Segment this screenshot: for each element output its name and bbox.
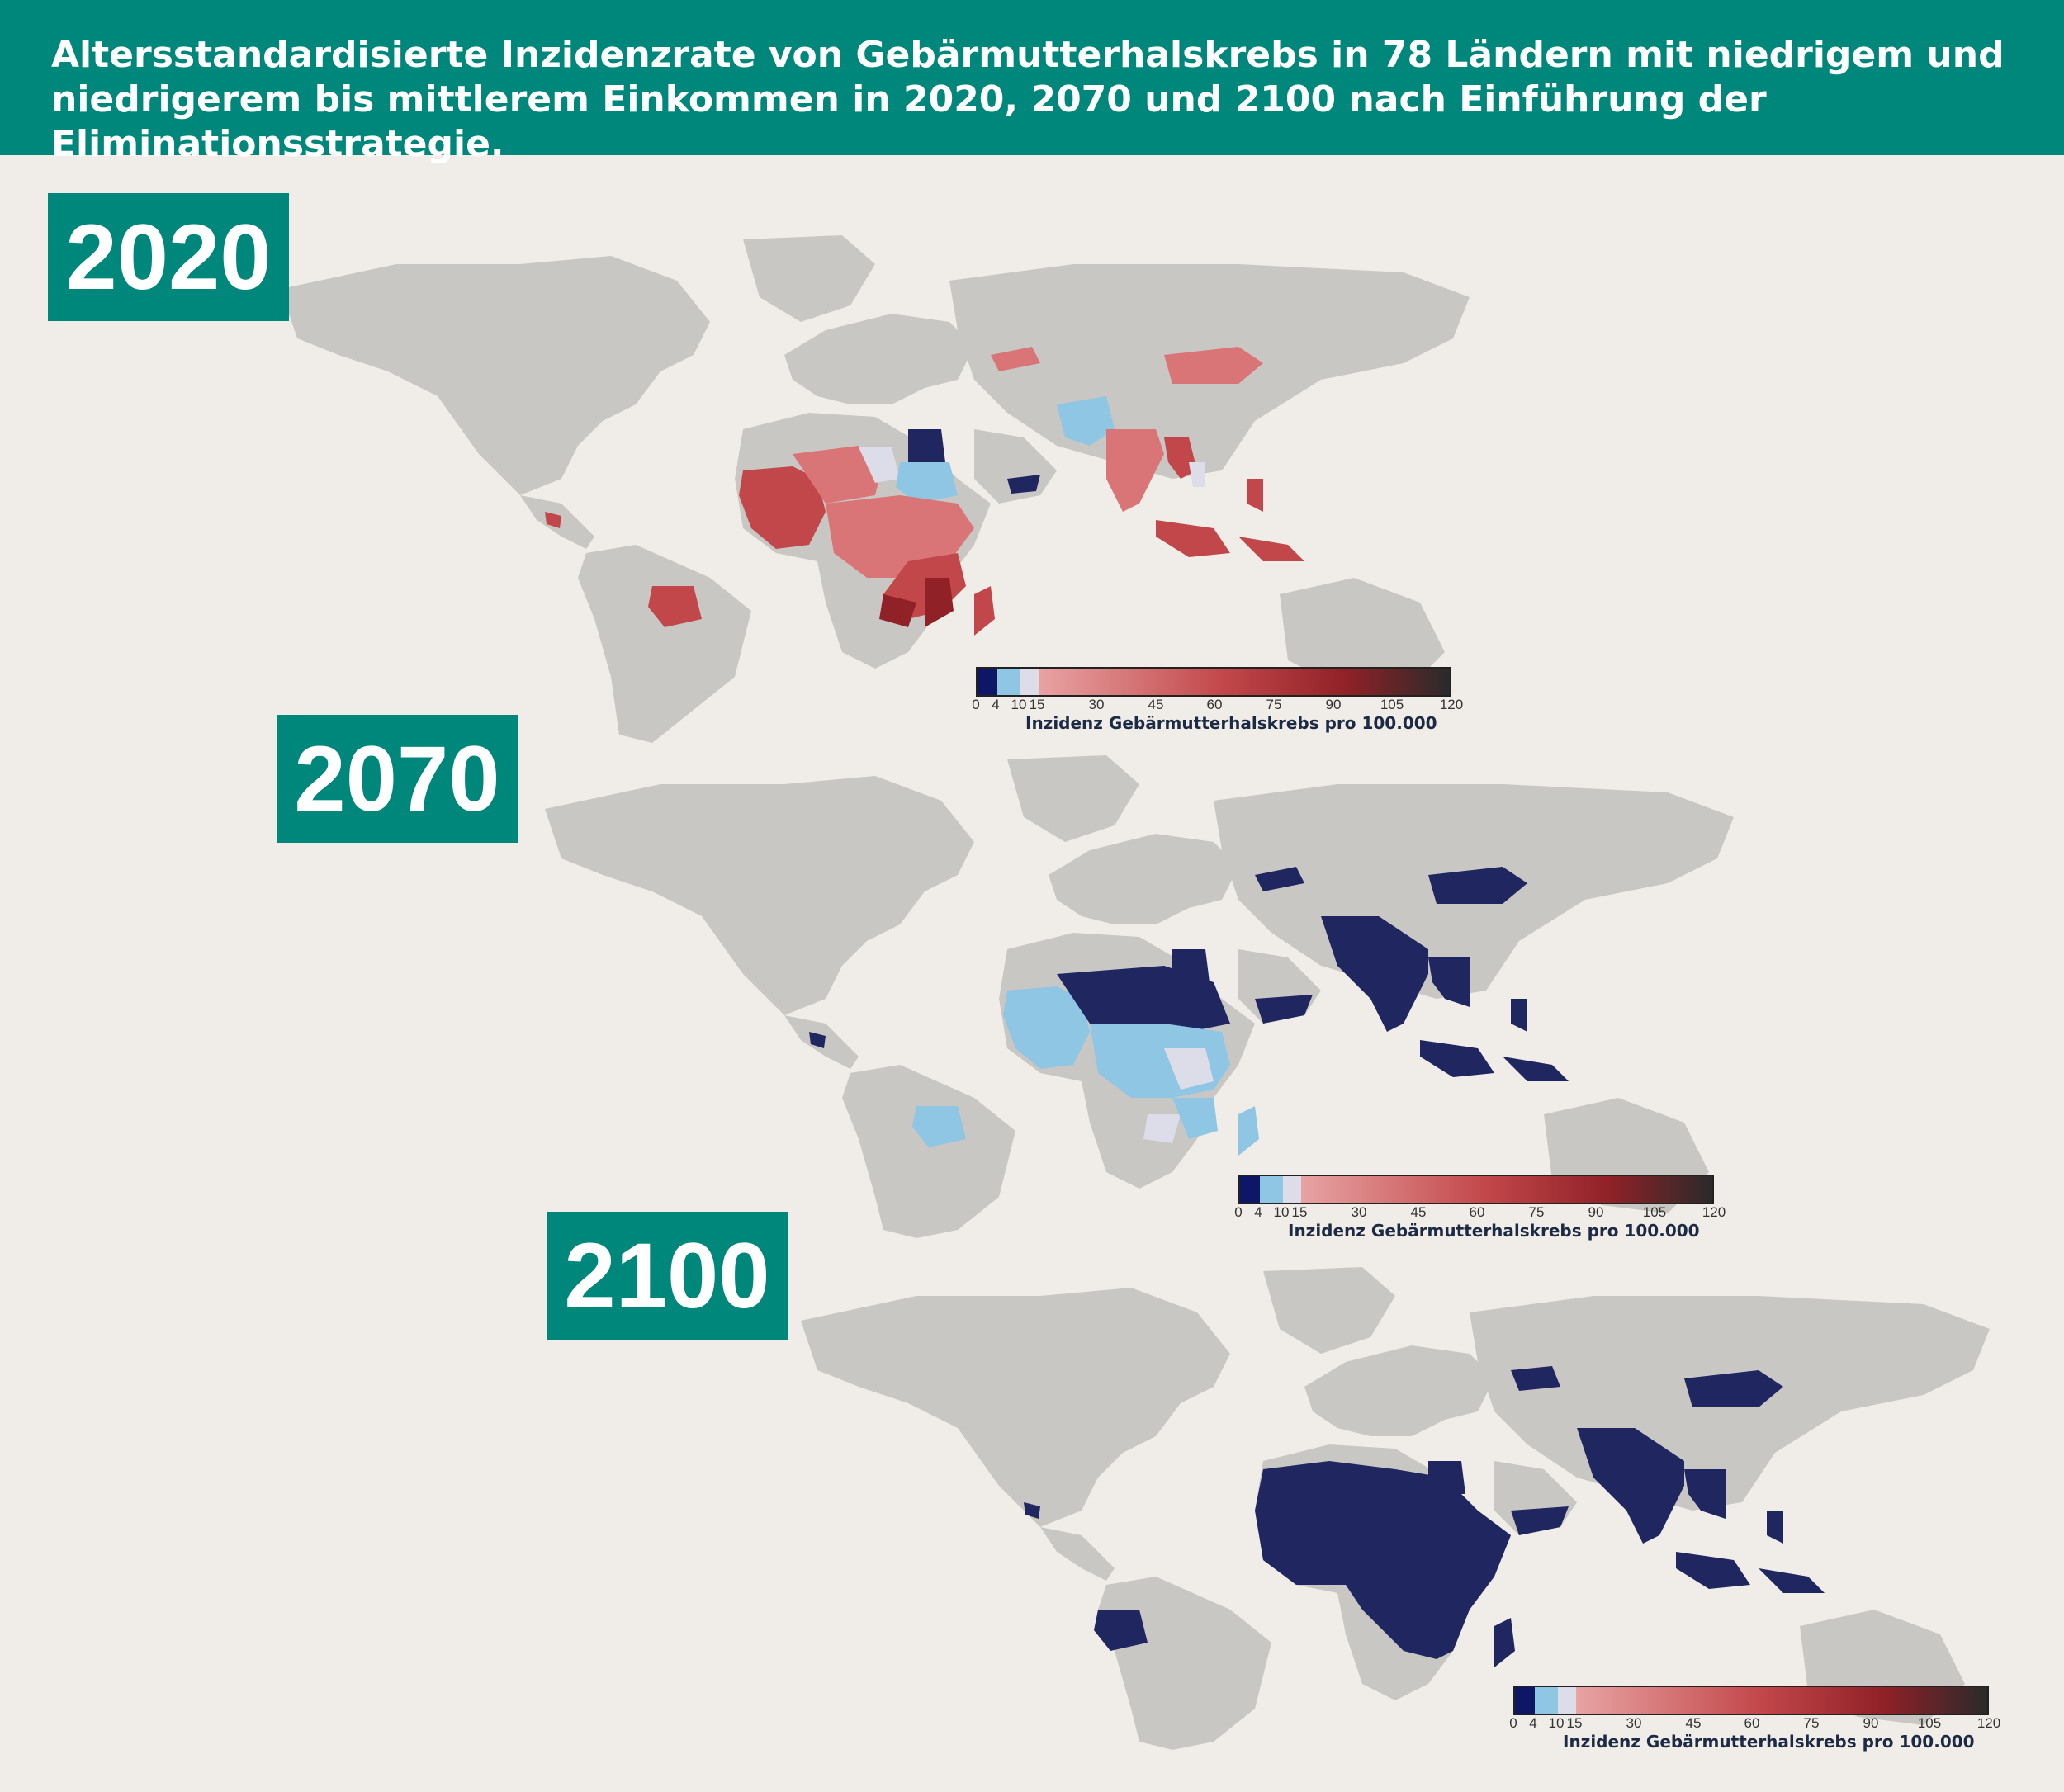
scale-caption: Inzidenz Gebärmutterhalskrebs pro 100.00…	[1563, 1732, 1975, 1752]
page-title: Altersstandardisierte Inzidenzrate von G…	[51, 34, 2005, 165]
scale-tick: 75	[1266, 697, 1282, 712]
scale-tick: 120	[1976, 1715, 2001, 1731]
scale-tick: 4	[1254, 1204, 1262, 1220]
scale-tick: 45	[1410, 1204, 1427, 1220]
world-map-2070	[545, 755, 1734, 1238]
highlighted-countries	[1024, 1366, 1825, 1667]
scale-tick: 0	[1234, 1204, 1243, 1220]
color-scale-bar	[1513, 1686, 1989, 1715]
highlighted-countries	[545, 347, 1304, 636]
scale-tick: 105	[1917, 1715, 1942, 1731]
scale-tick: 10	[1548, 1715, 1565, 1731]
world-map-2100	[801, 1267, 1990, 1750]
scale-tick: 90	[1863, 1715, 1879, 1731]
scale-tick: 15	[1566, 1715, 1583, 1731]
world-map-2020	[281, 235, 1470, 743]
year-label-2100: 2100	[547, 1212, 788, 1340]
scale-ticks: 0 4 10 15 30 45 60 75 90 105 120	[972, 697, 1463, 713]
scale-tick: 15	[1291, 1204, 1308, 1220]
scale-tick: 90	[1325, 697, 1342, 712]
scale-tick: 105	[1642, 1204, 1667, 1220]
legend-2070: 0 4 10 15 30 45 60 75 90 105 120 Inziden…	[1234, 1175, 1734, 1241]
scale-tick: 30	[1351, 1204, 1367, 1220]
color-scale-bar	[1238, 1175, 1714, 1204]
scale-tick: 30	[1626, 1715, 1642, 1731]
scale-tick: 120	[1702, 1204, 1726, 1220]
highlighted-countries	[809, 867, 1569, 1156]
scale-tick: 0	[972, 697, 980, 712]
scale-caption: Inzidenz Gebärmutterhalskrebs pro 100.00…	[1025, 713, 1437, 733]
scale-tick: 4	[992, 697, 1000, 712]
legend-2020: 0 4 10 15 30 45 60 75 90 105 120 Inziden…	[972, 667, 1471, 733]
scale-tick: 105	[1380, 697, 1404, 712]
scale-tick: 0	[1509, 1715, 1517, 1731]
year-label-2020: 2020	[48, 193, 289, 321]
scale-ticks: 0 4 10 15 30 45 60 75 90 105 120	[1509, 1715, 2000, 1732]
scale-tick: 10	[1273, 1204, 1290, 1220]
scale-tick: 60	[1469, 1204, 1485, 1220]
scale-tick: 60	[1206, 697, 1223, 712]
scale-ticks: 0 4 10 15 30 45 60 75 90 105 120	[1234, 1204, 1726, 1221]
scale-tick: 4	[1529, 1715, 1537, 1731]
year-label-2070: 2070	[277, 715, 518, 843]
color-scale-bar	[976, 667, 1451, 697]
legend-2100: 0 4 10 15 30 45 60 75 90 105 120 Inziden…	[1509, 1686, 2009, 1752]
scale-tick: 75	[1528, 1204, 1545, 1220]
header-banner: Altersstandardisierte Inzidenzrate von G…	[0, 0, 2064, 165]
scale-tick: 45	[1685, 1715, 1702, 1731]
scale-caption: Inzidenz Gebärmutterhalskrebs pro 100.00…	[1288, 1221, 1700, 1241]
scale-tick: 75	[1803, 1715, 1820, 1731]
scale-tick: 120	[1439, 697, 1464, 712]
scale-tick: 60	[1744, 1715, 1760, 1731]
scale-tick: 15	[1029, 697, 1045, 712]
scale-tick: 30	[1088, 697, 1105, 712]
scale-tick: 45	[1148, 697, 1164, 712]
scale-tick: 10	[1011, 697, 1027, 712]
scale-tick: 90	[1588, 1204, 1604, 1220]
